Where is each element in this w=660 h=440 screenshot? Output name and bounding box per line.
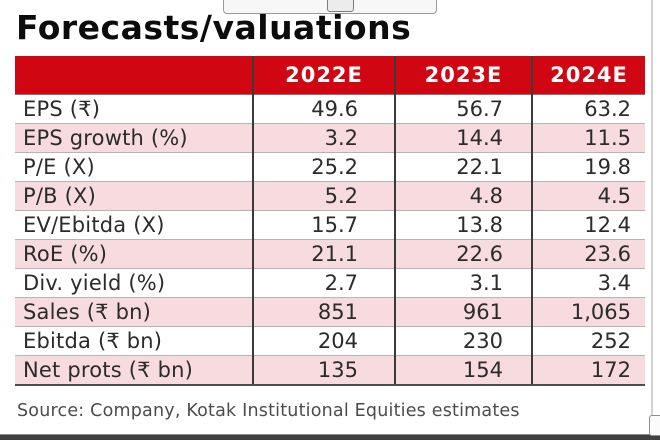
row-value: 21.1 [252, 239, 395, 269]
row-value: 13.8 [394, 210, 532, 240]
table-row: EV/Ebitda (X) 15.7 13.8 12.4 [15, 210, 645, 240]
row-value: 14.4 [394, 123, 532, 153]
table-row: Div. yield (%) 2.7 3.1 3.4 [15, 268, 645, 298]
row-value: 25.2 [252, 152, 395, 182]
row-value: 204 [252, 326, 395, 356]
row-value: 19.8 [531, 152, 645, 182]
row-value: 851 [252, 297, 395, 327]
header-year-column: 2023E [394, 56, 532, 95]
content-right-border [651, 0, 653, 440]
row-value: 63.2 [531, 94, 645, 124]
header-year-column: 2022E [252, 56, 395, 95]
cropped-dialog [223, 0, 437, 14]
row-label: Ebitda (₹ bn) [15, 326, 253, 356]
table-row: Ebitda (₹ bn) 204 230 252 [15, 326, 645, 356]
row-value: 2.7 [252, 268, 395, 298]
header-metric-column [15, 56, 253, 95]
row-value: 11.5 [531, 123, 645, 153]
row-label: RoE (%) [15, 239, 253, 269]
row-label: EV/Ebitda (X) [15, 210, 253, 240]
row-value: 4.8 [394, 181, 532, 211]
row-value: 252 [531, 326, 645, 356]
row-value: 5.2 [252, 181, 395, 211]
row-value: 3.4 [531, 268, 645, 298]
row-label: EPS (₹) [15, 94, 253, 124]
row-value: 230 [394, 326, 532, 356]
table-body: EPS (₹) 49.6 56.7 63.2 EPS growth (%) 3.2 14.4… [15, 94, 645, 386]
table-row: RoE (%) 21.1 22.6 23.6 [15, 239, 645, 269]
row-value: 172 [531, 355, 645, 386]
row-value: 22.6 [394, 239, 532, 269]
right-edge-handle[interactable] [649, 415, 660, 436]
page-title: Forecasts/valuations [16, 8, 412, 47]
row-value: 22.1 [394, 152, 532, 182]
dialog-button[interactable] [327, 0, 354, 12]
row-value: 56.7 [394, 94, 532, 124]
bottom-divider [0, 434, 660, 440]
header-year-column: 2024E [531, 56, 645, 95]
row-label: Div. yield (%) [15, 268, 253, 298]
row-label: P/B (X) [15, 181, 253, 211]
source-note: Source: Company, Kotak Institutional Equ… [17, 401, 520, 421]
row-value: 3.1 [394, 268, 532, 298]
row-value: 4.5 [531, 181, 645, 211]
row-value: 961 [394, 297, 532, 327]
row-value: 12.4 [531, 210, 645, 240]
row-value: 49.6 [252, 94, 395, 124]
table-row: EPS growth (%) 3.2 14.4 11.5 [15, 123, 645, 153]
table-row: P/E (X) 25.2 22.1 19.8 [15, 152, 645, 182]
table-row: Sales (₹ bn) 851 961 1,065 [15, 297, 645, 327]
row-label: Sales (₹ bn) [15, 297, 253, 327]
row-label: Net prots (₹ bn) [15, 355, 253, 386]
row-label: EPS growth (%) [15, 123, 253, 153]
row-value: 23.6 [531, 239, 645, 269]
table-header-row: 2022E 2023E 2024E [15, 56, 645, 95]
row-value: 3.2 [252, 123, 395, 153]
row-label: P/E (X) [15, 152, 253, 182]
row-value: 135 [252, 355, 395, 386]
table-row: EPS (₹) 49.6 56.7 63.2 [15, 94, 645, 124]
forecasts-table: 2022E 2023E 2024E EPS (₹) 49.6 56.7 63.2 EPS g… [15, 56, 645, 386]
table-row: P/B (X) 5.2 4.8 4.5 [15, 181, 645, 211]
row-value: 1,065 [531, 297, 645, 327]
row-value: 15.7 [252, 210, 395, 240]
row-value: 154 [394, 355, 532, 386]
table-row: Net prots (₹ bn) 135 154 172 [15, 355, 645, 386]
